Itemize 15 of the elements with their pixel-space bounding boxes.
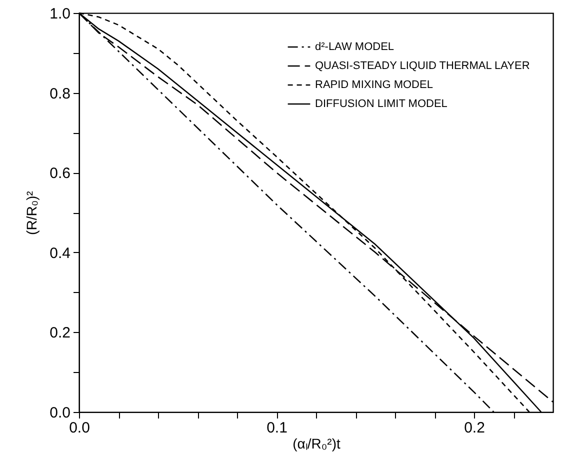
x-axis-title: (αₗ/R₀²)t xyxy=(292,436,340,452)
x-tick-label: 0.0 xyxy=(69,420,90,436)
legend-label: RAPID MIXING MODEL xyxy=(315,79,433,91)
x-tick-label: 0.1 xyxy=(266,420,288,436)
y-axis-title: (R/R₀)² xyxy=(24,190,40,235)
y-tick-label: 0.2 xyxy=(50,324,70,342)
y-tick-label: 0.0 xyxy=(50,404,70,422)
legend-label: DIFFUSION LIMIT MODEL xyxy=(315,98,448,110)
legend-label: d²-LAW MODEL xyxy=(315,41,394,53)
y-tick-label: 1.0 xyxy=(50,6,70,22)
y-tick-label: 0.4 xyxy=(50,244,70,262)
x-tick-label: 0.2 xyxy=(464,420,485,436)
y-tick-label: 0.6 xyxy=(50,165,70,182)
y-tick-label: 0.8 xyxy=(50,85,70,102)
legend-label: QUASI-STEADY LIQUID THERMAL LAYER xyxy=(315,60,530,72)
